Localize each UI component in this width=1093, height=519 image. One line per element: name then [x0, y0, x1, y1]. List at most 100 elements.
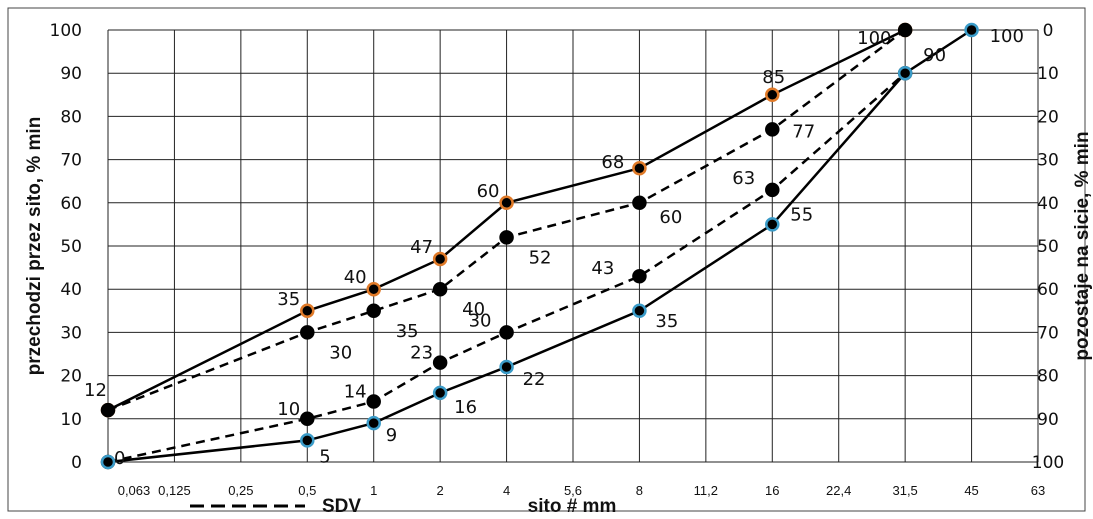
x-tick-label: 0,063: [118, 483, 151, 498]
data-point: [897, 22, 913, 38]
data-label: 10: [277, 399, 300, 420]
data-point: [765, 182, 780, 198]
data-label: 85: [762, 67, 785, 88]
data-point: [765, 87, 780, 103]
data-point: [100, 454, 116, 470]
data-point: [432, 385, 448, 401]
data-label: 63: [732, 168, 755, 189]
data-label: 40: [462, 299, 485, 320]
data-point: [100, 402, 116, 418]
data-point: [432, 281, 448, 297]
data-point: [632, 303, 647, 319]
y2-tick-label: 10: [1037, 64, 1059, 84]
x-tick-label: 8: [636, 483, 643, 498]
x-axis-label: sito # mm: [528, 496, 617, 517]
data-label: 60: [659, 207, 682, 228]
y-tick-label: 40: [60, 280, 82, 300]
data-point: [499, 359, 514, 375]
y-tick-label: 20: [60, 367, 82, 387]
y2-tick-label: 70: [1037, 323, 1059, 343]
data-label: 30: [329, 342, 352, 363]
y2-tick-label: 60: [1037, 280, 1059, 300]
x-tick-label: 1: [370, 483, 377, 498]
data-label: 0: [114, 448, 125, 469]
y-tick-label: 90: [60, 64, 82, 84]
data-label: 68: [601, 152, 624, 173]
data-point: [499, 325, 514, 340]
data-label: 16: [454, 397, 477, 418]
data-point: [765, 217, 780, 232]
data-point: [632, 268, 647, 284]
y-tick-label: 30: [60, 323, 82, 343]
data-label: 22: [523, 369, 546, 390]
x-tick-label: 0,25: [228, 483, 253, 498]
data-label: 52: [529, 247, 552, 268]
data-label: 100: [857, 28, 891, 49]
y2-axis-label: pozostaje na sicie, % min: [1072, 131, 1093, 360]
y-tick-label: 50: [60, 237, 82, 257]
y2-tick-label: 0: [1043, 21, 1054, 41]
data-point: [499, 230, 514, 245]
data-label: 30: [469, 310, 492, 331]
x-tick-label: 2: [437, 483, 444, 498]
data-label: 5: [319, 446, 330, 467]
y-axis-label: przechodzi przez sito, % min: [24, 117, 45, 376]
x-tick-label: 5,6: [564, 483, 582, 498]
data-label: 35: [277, 289, 300, 310]
legend-label: SDV: [322, 496, 361, 517]
y2-tick-label: 20: [1037, 107, 1059, 127]
series-line-1: [107, 28, 906, 412]
data-point: [632, 160, 647, 176]
data-label: 14: [344, 382, 367, 403]
x-tick-label: 16: [765, 483, 779, 498]
data-label: 35: [396, 321, 419, 342]
y-tick-label: 80: [60, 107, 82, 127]
data-point: [300, 303, 315, 319]
data-point: [300, 325, 315, 340]
data-label: 77: [792, 121, 815, 142]
series-line-3: [107, 72, 906, 464]
x-tick-label: 31,5: [892, 483, 917, 498]
series-line-2: [107, 28, 906, 412]
x-tick-label: 22,4: [826, 483, 851, 498]
chart-frame: [7, 7, 1086, 512]
x-tick-label: 0,5: [298, 483, 316, 498]
data-point: [499, 195, 514, 211]
y-tick-label: 10: [60, 410, 82, 430]
data-label: 40: [344, 267, 367, 288]
data-label: 55: [790, 204, 813, 225]
data-point: [765, 122, 780, 137]
data-point: [366, 394, 381, 409]
y2-tick-label: 50: [1037, 237, 1059, 257]
x-tick-label: 63: [1031, 483, 1045, 498]
x-tick-label: 4: [503, 483, 510, 498]
data-point: [897, 65, 913, 81]
data-label: 60: [477, 181, 500, 202]
y2-tick-label: 40: [1037, 194, 1059, 214]
data-point: [366, 281, 381, 297]
data-label: 35: [655, 311, 678, 332]
y2-tick-label: 100: [1032, 453, 1064, 473]
data-point: [300, 433, 315, 448]
data-point: [300, 411, 315, 427]
y-tick-label: 70: [60, 151, 82, 171]
x-tick-label: 0,125: [158, 483, 191, 498]
x-tick-label: 11,2: [694, 483, 718, 498]
y2-tick-label: 30: [1037, 151, 1059, 171]
data-point: [432, 355, 448, 370]
data-point: [964, 22, 979, 38]
data-label: 47: [410, 237, 433, 258]
y-tick-label: 60: [60, 194, 82, 214]
data-point: [366, 303, 381, 319]
data-label: 9: [386, 425, 397, 446]
y-tick-label: 0: [71, 453, 82, 473]
x-tick-label: 45: [964, 483, 978, 498]
data-label: 90: [923, 45, 946, 66]
data-point: [366, 415, 381, 431]
y2-tick-label: 80: [1037, 367, 1059, 387]
data-point: [632, 195, 647, 211]
data-label: 43: [591, 258, 614, 279]
data-label: 12: [84, 380, 107, 401]
y2-tick-label: 90: [1037, 410, 1059, 430]
